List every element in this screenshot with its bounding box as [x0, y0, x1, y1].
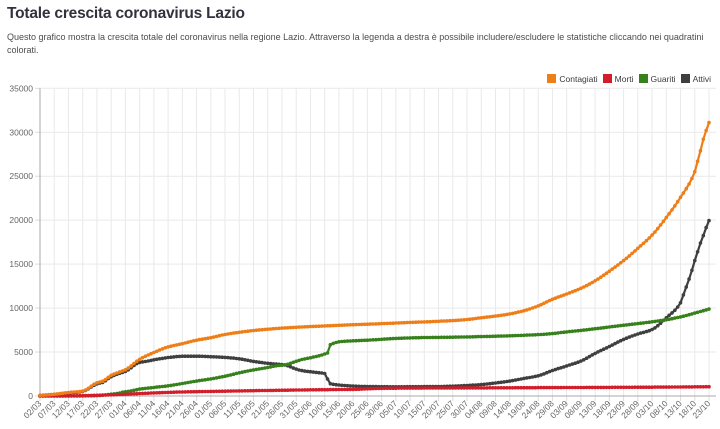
chart-legend: Contagiati Morti Guariti Attivi	[547, 74, 711, 84]
y-tick-label: 35000	[9, 83, 33, 93]
series-lines	[38, 120, 711, 398]
legend-swatch-morti	[602, 74, 612, 83]
series-line	[38, 121, 711, 397]
legend-label: Contagiati	[559, 73, 598, 84]
y-tick-label: 15000	[9, 259, 33, 269]
y-tick-label: 25000	[9, 171, 33, 181]
legend-item-attivi[interactable]: Attivi	[680, 73, 711, 84]
axis-labels: 0500010000150002000025000300003500002/03…	[9, 83, 712, 420]
legend-label: Guariti	[650, 73, 676, 84]
page-title: Totale crescita coronavirus Lazio	[7, 5, 245, 22]
legend-label: Attivi	[692, 73, 711, 84]
series-points	[38, 120, 711, 398]
series-line	[38, 308, 711, 398]
series-guariti[interactable]	[38, 307, 711, 398]
legend-swatch-contagiati	[547, 74, 557, 83]
legend-item-contagiati[interactable]: Contagiati	[547, 73, 598, 84]
legend-swatch-guariti	[638, 74, 648, 83]
legend-swatch-attivi	[680, 74, 690, 83]
chart-description: Questo grafico mostra la crescita totale…	[7, 32, 704, 55]
series-points	[38, 307, 711, 398]
gridlines	[35, 87, 716, 401]
y-tick-label: 0	[28, 391, 33, 401]
y-tick-label: 30000	[9, 127, 33, 137]
legend-item-guariti[interactable]: Guariti	[638, 73, 676, 84]
legend-item-morti[interactable]: Morti	[602, 73, 634, 84]
y-tick-label: 10000	[9, 303, 33, 313]
series-morti[interactable]	[38, 384, 711, 398]
axes	[39, 88, 716, 397]
y-tick-label: 5000	[14, 347, 33, 357]
series-contagiati[interactable]	[38, 120, 711, 398]
legend-label: Morti	[614, 73, 634, 84]
y-tick-label: 20000	[9, 215, 33, 225]
